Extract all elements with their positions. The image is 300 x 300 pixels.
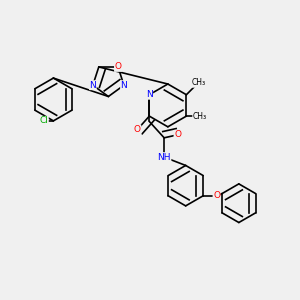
Text: O: O <box>174 130 181 139</box>
Text: CH₃: CH₃ <box>193 112 207 121</box>
Text: N: N <box>121 81 127 90</box>
Text: CH₃: CH₃ <box>191 78 205 87</box>
Text: N: N <box>89 81 96 90</box>
Text: O: O <box>134 125 141 134</box>
Text: N: N <box>146 90 153 99</box>
Text: Cl: Cl <box>40 116 48 125</box>
Text: NH: NH <box>158 153 171 162</box>
Text: O: O <box>213 191 220 200</box>
Text: O: O <box>115 62 122 71</box>
